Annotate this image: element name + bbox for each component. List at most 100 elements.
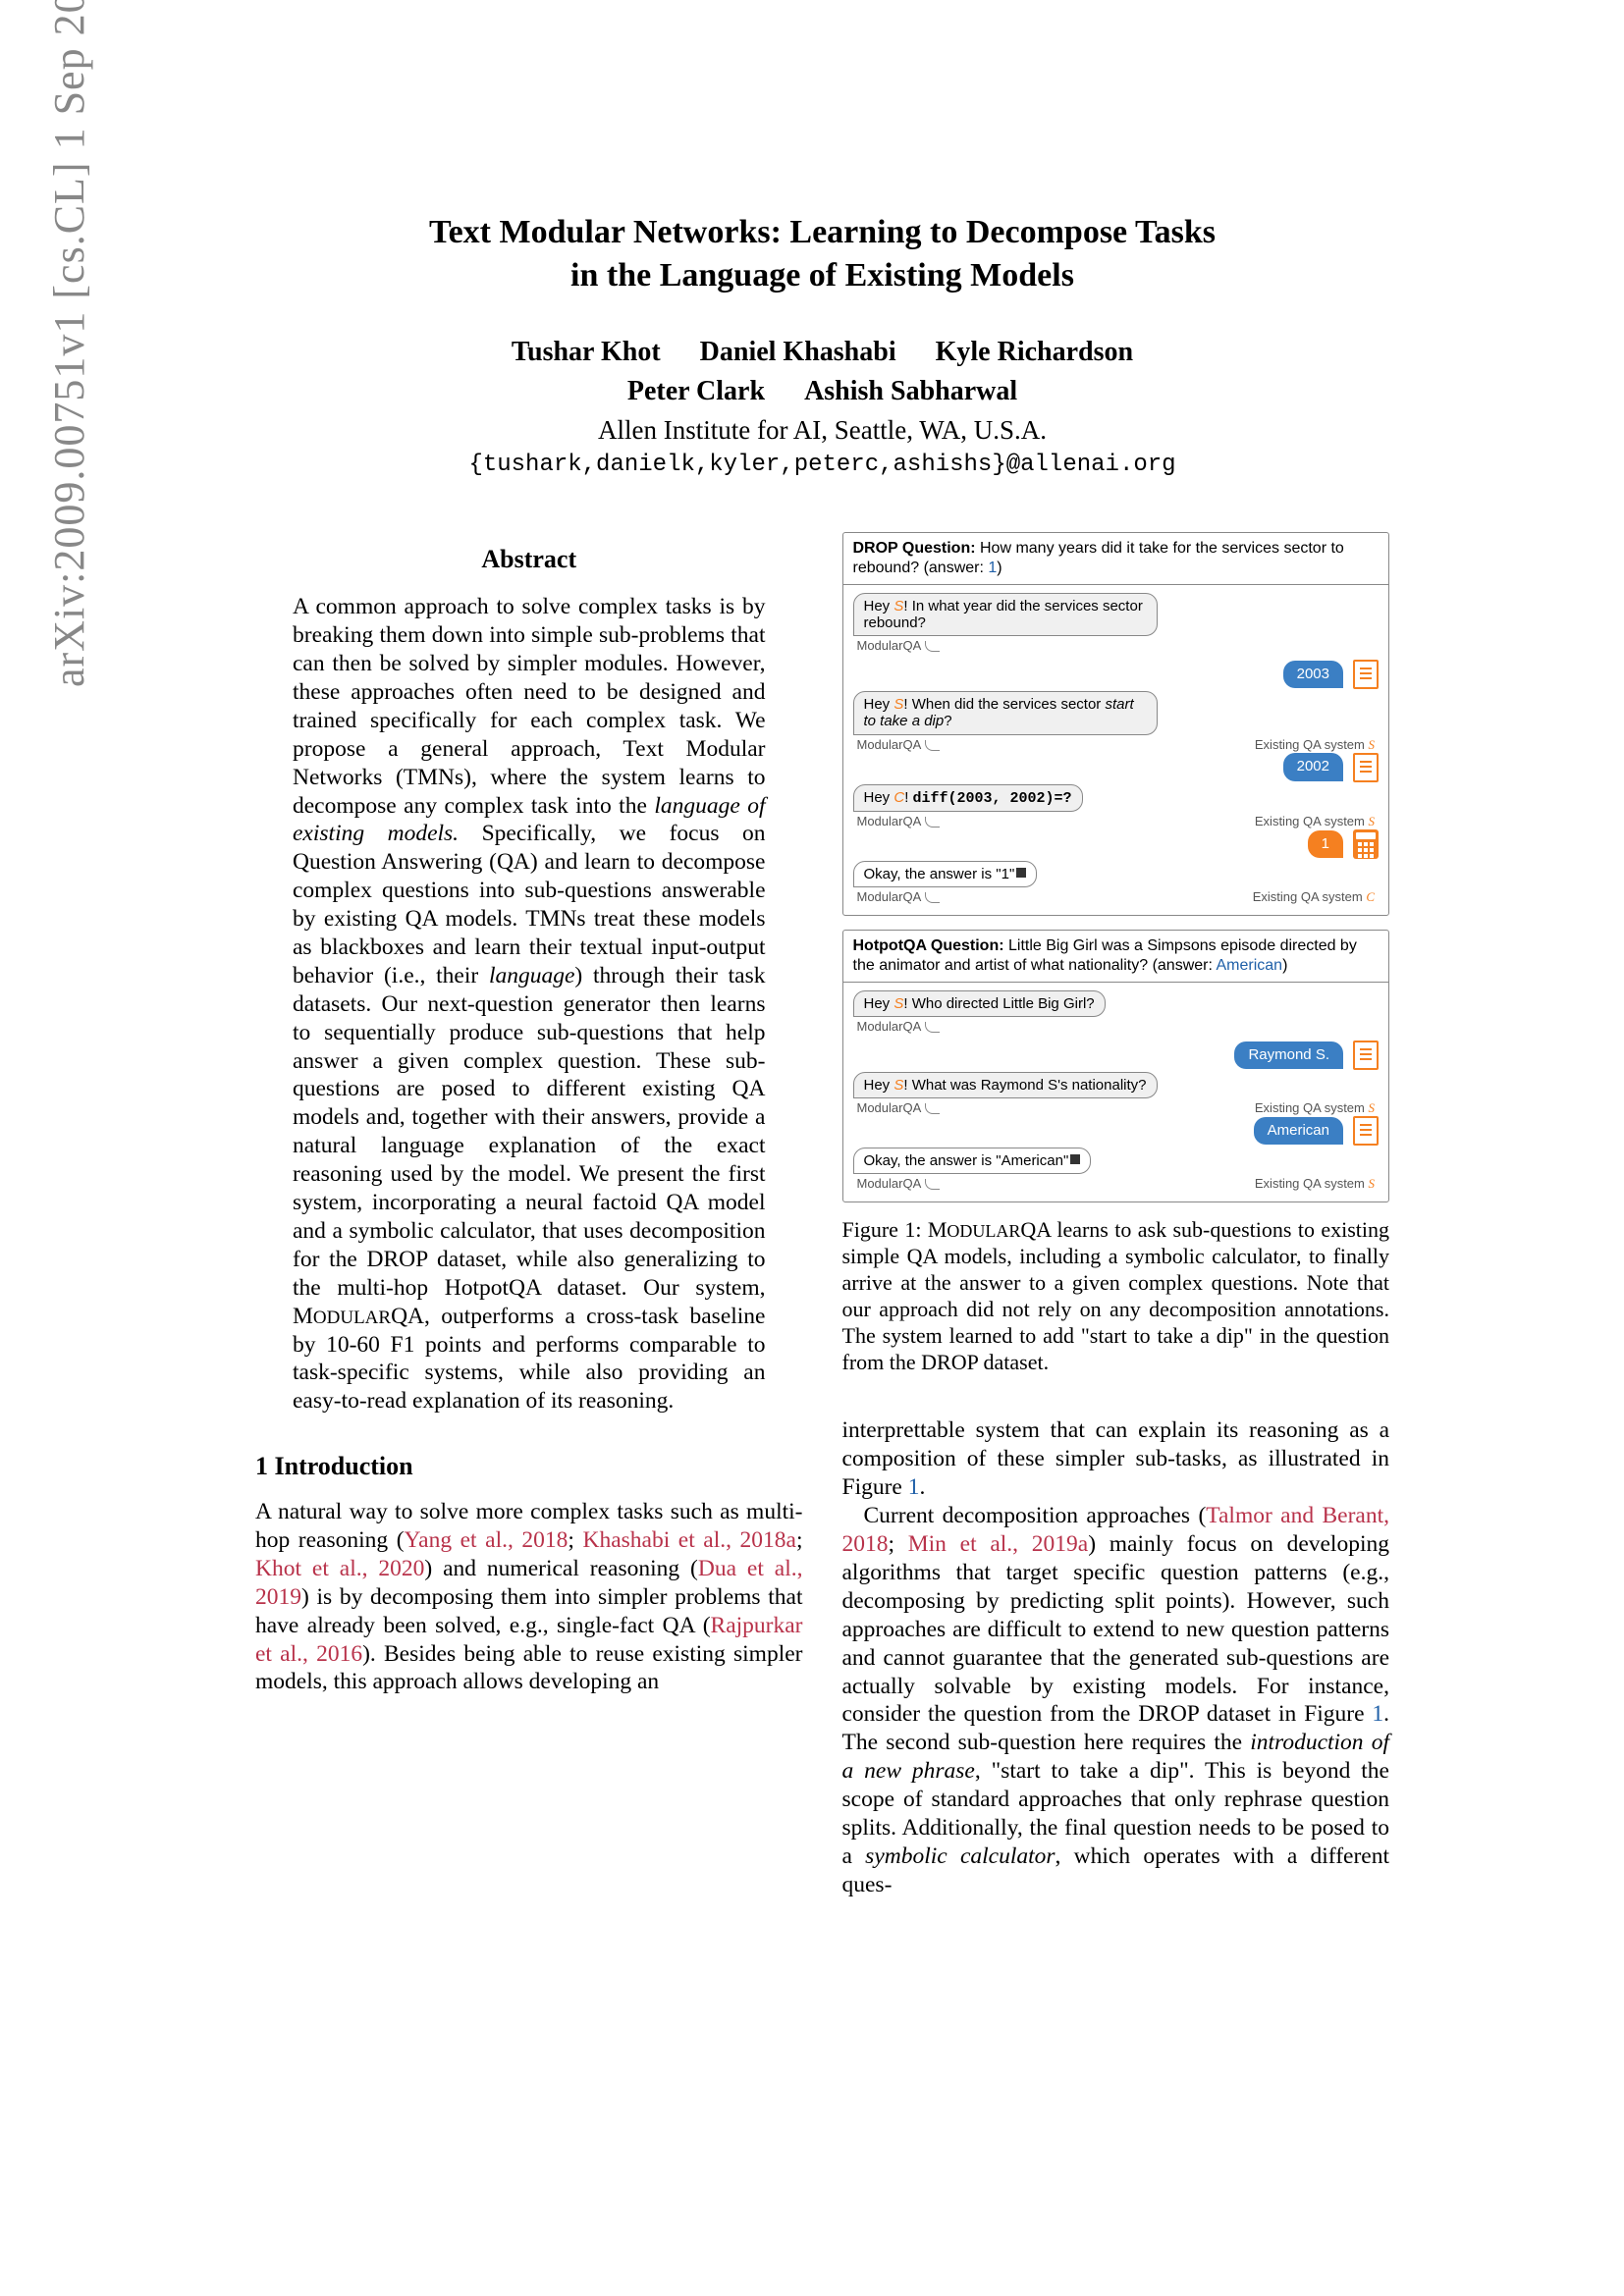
text: Okay, the answer is "1" — [864, 866, 1015, 882]
system-id: S — [893, 696, 903, 713]
sub-question-bubble: Hey S! In what year did the services sec… — [853, 593, 1158, 637]
page-content: Text Modular Networks: Learning to Decom… — [255, 211, 1389, 1899]
figure-1: DROP Question: How many years did it tak… — [842, 532, 1390, 1375]
hotpot-example-box: HotpotQA Question: Little Big Girl was a… — [842, 930, 1390, 1202]
text: ! — [904, 789, 912, 806]
text: Hey — [864, 598, 894, 614]
text: ) mainly focus on developing algorithms … — [842, 1531, 1390, 1727]
text: ; — [568, 1527, 582, 1553]
text: ! — [903, 696, 911, 713]
text: Existing QA system — [1253, 889, 1363, 904]
calculator-icon — [1353, 829, 1379, 859]
system-label: Existing QA system S — [1255, 1100, 1375, 1116]
system-id: S — [1369, 1176, 1376, 1191]
author: Ashish Sabharwal — [804, 376, 1017, 406]
text: ; — [796, 1527, 803, 1553]
document-icon — [1353, 1116, 1379, 1146]
modularqa-label: ModularQA — [857, 737, 941, 753]
emails: {tushark,danielk,kyler,peterc,ashishs}@a… — [255, 452, 1389, 478]
drop-question-header: DROP Question: How many years did it tak… — [843, 533, 1389, 584]
modularqa-label: ModularQA — [857, 638, 1380, 654]
answer-bubble: 2002 — [1283, 753, 1343, 780]
text: . — [919, 1474, 925, 1500]
text: Hey — [864, 696, 894, 713]
left-column: Abstract A common approach to solve comp… — [255, 532, 803, 1898]
final-answer-bubble: Okay, the answer is "American" — [853, 1148, 1092, 1174]
text: ODULAR — [947, 1221, 1020, 1241]
question-text: What was Raymond S's nationality? — [912, 1077, 1147, 1094]
text: ! — [903, 995, 911, 1012]
drop-chat: Hey S! In what year did the services sec… — [843, 585, 1389, 915]
modularqa-label: ModularQA — [857, 1100, 941, 1116]
text: Hey — [864, 789, 894, 806]
question-text: Who directed Little Big Girl? — [912, 995, 1095, 1012]
hotpot-question-header: HotpotQA Question: Little Big Girl was a… — [843, 931, 1389, 982]
final-answer-bubble: Okay, the answer is "1" — [853, 861, 1038, 887]
answer-bubble: American — [1254, 1117, 1343, 1145]
citation[interactable]: Khashabi et al., 2018a — [582, 1527, 796, 1553]
authors-line-2: Peter Clark Ashish Sabharwal — [255, 376, 1389, 407]
title-line-1: Text Modular Networks: Learning to Decom… — [429, 214, 1216, 250]
text: Hey — [864, 995, 894, 1012]
text: Okay, the answer is "American" — [864, 1152, 1069, 1169]
citation[interactable]: Yang et al., 2018 — [405, 1527, 568, 1553]
intro-para-1: A natural way to solve more complex task… — [255, 1498, 803, 1696]
author: Peter Clark — [627, 376, 765, 406]
system-label: Existing QA system S — [1255, 1176, 1375, 1192]
text: Existing QA system — [1255, 1176, 1365, 1191]
section-1-heading: 1 Introduction — [255, 1451, 803, 1482]
modularqa-label: ModularQA — [857, 1019, 1380, 1035]
text: Figure 1: M — [842, 1217, 947, 1242]
answer-text: 1 — [988, 560, 997, 576]
paper-title: Text Modular Networks: Learning to Decom… — [255, 211, 1389, 297]
author: Daniel Khashabi — [700, 337, 896, 367]
system-id: C — [1366, 889, 1375, 904]
modularqa-label: ModularQA — [857, 814, 941, 829]
answer-bubble: Raymond S. — [1234, 1041, 1343, 1069]
modularqa-label: ModularQA — [857, 889, 941, 905]
hotpot-chat: Hey S! Who directed Little Big Girl? Mod… — [843, 983, 1389, 1202]
system-label: Existing QA system C — [1253, 889, 1375, 905]
document-icon — [1353, 1041, 1379, 1070]
right-para-2: Current decomposition approaches (Talmor… — [842, 1502, 1390, 1898]
system-id: S — [893, 995, 903, 1012]
figure-ref[interactable]: 1 — [1372, 1701, 1383, 1727]
figure-ref[interactable]: 1 — [908, 1474, 920, 1500]
system-label: Existing QA system S — [1255, 814, 1375, 829]
text: Existing QA system — [1255, 1100, 1365, 1115]
right-para-1: interprettable system that can explain i… — [842, 1416, 1390, 1502]
title-line-2: in the Language of Existing Models — [570, 257, 1074, 294]
document-icon — [1353, 753, 1379, 782]
sub-question-bubble: Hey C! diff(2003, 2002)=? — [853, 784, 1083, 812]
document-icon — [1353, 660, 1379, 689]
stop-icon — [1016, 868, 1026, 878]
system-label: Existing QA system S — [1255, 737, 1375, 753]
answer-bubble: 2003 — [1283, 661, 1343, 688]
text: HotpotQA Question: — [853, 937, 1004, 954]
sub-question-bubble: Hey S! Who directed Little Big Girl? — [853, 990, 1106, 1017]
drop-example-box: DROP Question: How many years did it tak… — [842, 532, 1390, 916]
text: ) — [997, 560, 1001, 576]
arxiv-watermark: arXiv:2009.00751v1 [cs.CL] 1 Sep 2020 — [44, 0, 94, 687]
text: ! — [903, 1077, 911, 1094]
author: Kyle Richardson — [936, 337, 1133, 367]
system-id: S — [893, 1077, 903, 1094]
sub-question-bubble: Hey S! What was Raymond S's nationality? — [853, 1072, 1158, 1098]
author: Tushar Khot — [512, 337, 661, 367]
stop-icon — [1070, 1154, 1080, 1164]
system-id: S — [1369, 737, 1376, 752]
answer-text: American — [1216, 957, 1282, 974]
text: Hey — [864, 1077, 894, 1094]
figure-1-caption: Figure 1: MODULARQA learns to ask sub-qu… — [842, 1216, 1390, 1375]
emphasis: symbolic calculator — [865, 1843, 1055, 1869]
citation[interactable]: Khot et al., 2020 — [255, 1556, 424, 1581]
affiliation: Allen Institute for AI, Seattle, WA, U.S… — [255, 415, 1389, 446]
text: DROP Question: — [853, 540, 976, 557]
citation[interactable]: Min et al., 2019a — [908, 1531, 1088, 1557]
abstract-body: A common approach to solve complex tasks… — [255, 593, 803, 1415]
abstract-heading: Abstract — [255, 544, 803, 575]
system-id: S — [1369, 814, 1376, 828]
text: When did the services sector — [912, 696, 1106, 713]
calc-expression: diff(2003, 2002)=? — [913, 790, 1072, 807]
text: ) and numerical reasoning ( — [424, 1556, 698, 1581]
